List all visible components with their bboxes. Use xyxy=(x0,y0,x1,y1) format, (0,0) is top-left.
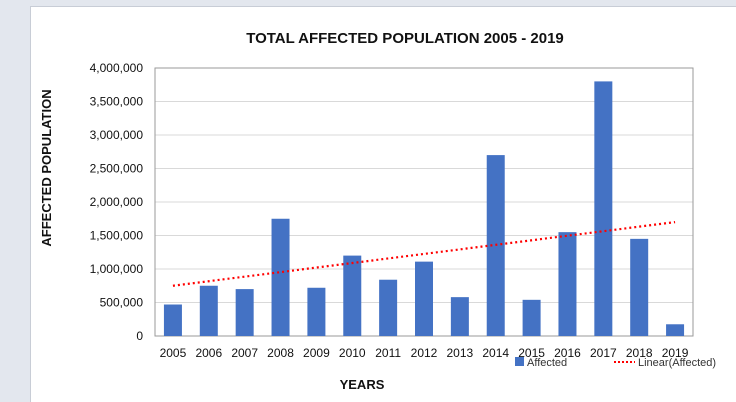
x-tick-labels: 2005 2006 2007 2008 2009 2010 2011 2012 2013 2014… xyxy=(160,346,689,360)
bar xyxy=(307,287,326,336)
chart-title: TOTAL AFFECTED POPULATION 2005 - 2019 xyxy=(246,30,564,47)
bar xyxy=(594,81,613,337)
x-tick-label: 2011 xyxy=(375,346,401,360)
y-tick-label: 500,000 xyxy=(100,296,144,310)
x-tick-label: 2014 xyxy=(482,346,509,360)
y-tick-label: 1,500,000 xyxy=(90,229,144,243)
x-tick-label: 2009 xyxy=(303,346,330,360)
y-tick-labels: 0 500,000 1,000,000 1,500,000 2,000,000 2,500… xyxy=(90,61,144,343)
y-axis-title: AFFECTED POPULATION xyxy=(39,89,54,246)
x-tick-label: 2010 xyxy=(339,346,366,360)
bar xyxy=(666,324,685,336)
y-tick-label: 2,000,000 xyxy=(90,195,144,209)
bar xyxy=(163,304,182,336)
trendline xyxy=(172,221,676,287)
bar xyxy=(235,289,254,336)
x-tick-label: 2012 xyxy=(411,346,438,360)
legend-label-trend: Linear(Affected) xyxy=(638,357,716,369)
trend-line xyxy=(172,221,676,287)
y-tick-label: 3,500,000 xyxy=(90,95,144,109)
x-tick-label: 2016 xyxy=(554,346,581,360)
bar xyxy=(343,255,362,336)
bars xyxy=(163,81,685,337)
x-tick-label: 2006 xyxy=(195,346,222,360)
x-tick-label: 2019 xyxy=(662,346,689,360)
y-tick-label: 2,500,000 xyxy=(90,162,144,176)
x-axis-title: YEARS xyxy=(340,377,385,392)
y-tick-label: 3,000,000 xyxy=(90,128,144,142)
y-tick-label: 4,000,000 xyxy=(90,61,144,75)
x-tick-label: 2015 xyxy=(518,346,545,360)
x-tick-label: 2008 xyxy=(267,346,294,360)
bar xyxy=(522,299,541,336)
legend: Affected Linear(Affected) xyxy=(515,357,716,369)
bar xyxy=(415,261,433,336)
y-tick-label: 1,000,000 xyxy=(90,262,144,276)
bar xyxy=(558,232,577,336)
bar xyxy=(199,285,218,336)
x-tick-label: 2013 xyxy=(447,346,474,360)
x-tick-label: 2017 xyxy=(590,346,617,360)
legend-swatch-affected xyxy=(515,357,524,366)
x-tick-label: 2018 xyxy=(626,346,653,360)
legend-label-affected: Affected xyxy=(527,357,567,369)
x-tick-label: 2007 xyxy=(231,346,258,360)
y-tick-label: 0 xyxy=(136,329,143,343)
bar xyxy=(450,297,469,336)
x-tick-label: 2005 xyxy=(160,346,187,360)
bar xyxy=(379,279,398,336)
bar xyxy=(630,238,649,336)
bar xyxy=(271,218,290,336)
